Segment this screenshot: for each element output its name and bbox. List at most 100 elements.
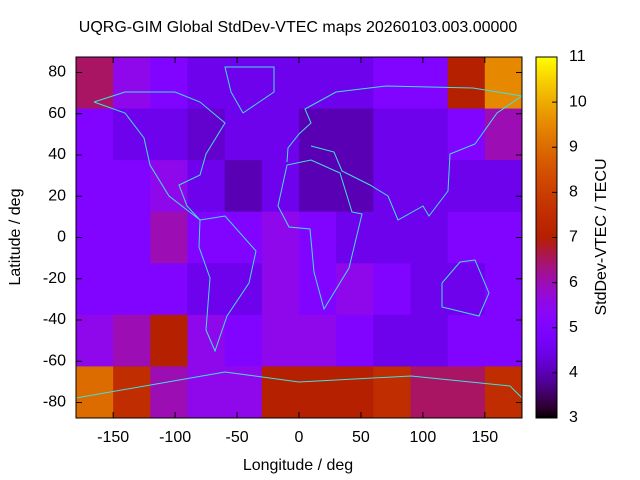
- coastline: [76, 371, 522, 399]
- y-tick-label: -40: [43, 311, 66, 328]
- heatmap-cell: [76, 211, 114, 264]
- heatmap-cell: [336, 211, 374, 264]
- heatmap-cell: [76, 263, 114, 316]
- y-tick-label: -60: [43, 352, 66, 369]
- heatmap-cell: [373, 211, 411, 264]
- y-tick-label: 40: [48, 146, 66, 163]
- heatmap-cell: [150, 108, 188, 161]
- colorbar-tick-label: 10: [569, 93, 587, 110]
- heatmap-cell: [336, 263, 374, 316]
- x-tick-label: 0: [295, 429, 304, 446]
- x-axis-label: Longitude / deg: [243, 457, 353, 474]
- heatmap-cell: [224, 57, 263, 110]
- heatmap-cell: [447, 314, 486, 367]
- heatmap-cell: [299, 263, 337, 316]
- heatmap-cell: [150, 57, 188, 110]
- heatmap-cell: [447, 366, 486, 418]
- heatmap-cell: [484, 314, 522, 367]
- y-tick-label: -20: [43, 270, 66, 287]
- colorbar-tick-label: 7: [569, 229, 578, 246]
- heatmap-cell: [373, 108, 411, 161]
- x-tick-label: 50: [352, 429, 370, 446]
- heatmap-cell: [373, 314, 411, 367]
- heatmap-cell: [224, 263, 263, 316]
- coastline: [198, 215, 257, 353]
- heatmap-cell: [410, 366, 449, 418]
- heatmap-cell: [336, 314, 374, 367]
- colorbar-tick-label: 4: [569, 364, 578, 381]
- heatmap-cell: [187, 366, 226, 418]
- heatmap-cell: [150, 263, 188, 316]
- heatmap-cell: [113, 211, 151, 264]
- y-tick-label: 80: [48, 64, 66, 81]
- heatmap-cell: [373, 57, 411, 110]
- heatmap-cell: [447, 57, 486, 110]
- heatmap-cell: [76, 108, 114, 161]
- heatmap-cell: [484, 57, 522, 110]
- heatmap-cell: [150, 160, 188, 213]
- heatmap-cell: [113, 108, 151, 161]
- heatmap-cell: [150, 211, 188, 264]
- coastline: [277, 159, 363, 311]
- heatmap-cell: [447, 211, 486, 264]
- heatmap-cell: [261, 263, 300, 316]
- heatmap-cell: [261, 160, 300, 213]
- coastline: [441, 259, 490, 317]
- coastline: [93, 91, 226, 221]
- heatmap-cell: [336, 108, 374, 161]
- heatmap-cell: [336, 160, 374, 213]
- coastline: [286, 85, 522, 221]
- heatmap-cell: [410, 160, 449, 213]
- heatmap-cell: [299, 314, 337, 367]
- coastline: [224, 66, 275, 114]
- y-tick-label: 0: [57, 229, 66, 246]
- heatmap-cell: [187, 160, 226, 213]
- heatmap-cell: [113, 57, 151, 110]
- y-tick-label: 20: [48, 187, 66, 204]
- colorbar-tick-label: 3: [569, 409, 578, 426]
- heatmap-cell: [150, 366, 188, 418]
- colorbar-tick-label: 8: [569, 184, 578, 201]
- heatmap-cell: [76, 57, 114, 110]
- heatmap-cell: [76, 160, 114, 213]
- heatmap-cell: [484, 160, 522, 213]
- heatmap-cell: [224, 366, 263, 418]
- heatmap-cell: [261, 108, 300, 161]
- y-tick-label: 60: [48, 105, 66, 122]
- heatmap-cell: [410, 108, 449, 161]
- heatmap-cell: [224, 108, 263, 161]
- heatmap-cell: [113, 314, 151, 367]
- heatmap-cell: [113, 366, 151, 418]
- heatmap-cell: [447, 160, 486, 213]
- colorbar-tick-label: 6: [569, 274, 578, 291]
- heatmap-cell: [113, 263, 151, 316]
- y-tick-label: -80: [43, 394, 66, 411]
- x-tick-label: 100: [410, 429, 437, 446]
- heatmap-cell: [299, 366, 337, 418]
- heatmap-cell: [224, 211, 263, 264]
- heatmap-cell: [410, 57, 449, 110]
- heatmap-cell: [187, 211, 226, 264]
- heatmap-cell: [336, 57, 374, 110]
- heatmap-cell: [410, 314, 449, 367]
- heatmap-cell: [299, 108, 337, 161]
- y-axis-label: Latitude / deg: [7, 189, 24, 286]
- heatmap-cell: [336, 366, 374, 418]
- heatmap-cell: [484, 211, 522, 264]
- heatmap-cell: [373, 263, 411, 316]
- heatmap-cell: [224, 314, 263, 367]
- x-tick-label: -50: [225, 429, 248, 446]
- colorbar-tick-label: 9: [569, 138, 578, 155]
- colorbar-label: StdDev-VTEC / TECU: [593, 158, 610, 315]
- heatmap-cell: [76, 314, 114, 367]
- x-tick-label: -100: [159, 429, 191, 446]
- x-tick-label: -150: [97, 429, 129, 446]
- heatmap: [76, 57, 522, 418]
- heatmap-cell: [373, 160, 411, 213]
- heatmap-cell: [373, 366, 411, 418]
- heatmap-cell: [484, 263, 522, 316]
- colorbar-tick-label: 11: [569, 48, 586, 65]
- heatmap-cell: [410, 211, 449, 264]
- heatmap-cell: [261, 211, 300, 264]
